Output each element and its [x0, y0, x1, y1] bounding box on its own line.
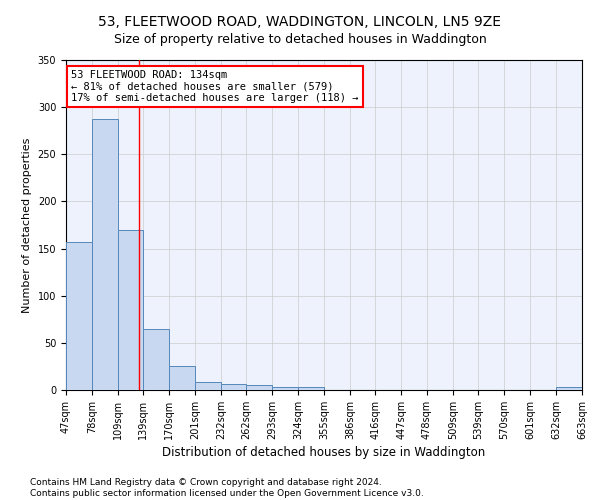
Bar: [118, 230, 143, 390]
Bar: [556, 387, 582, 390]
Bar: [221, 384, 246, 390]
Bar: [169, 366, 195, 390]
Text: 53, FLEETWOOD ROAD, WADDINGTON, LINCOLN, LN5 9ZE: 53, FLEETWOOD ROAD, WADDINGTON, LINCOLN,…: [98, 15, 502, 29]
Text: Size of property relative to detached houses in Waddington: Size of property relative to detached ho…: [113, 32, 487, 46]
Bar: [92, 120, 118, 390]
Text: Contains HM Land Registry data © Crown copyright and database right 2024.
Contai: Contains HM Land Registry data © Crown c…: [30, 478, 424, 498]
Y-axis label: Number of detached properties: Number of detached properties: [22, 138, 32, 312]
Bar: [195, 382, 221, 390]
Bar: [247, 386, 272, 390]
X-axis label: Distribution of detached houses by size in Waddington: Distribution of detached houses by size …: [163, 446, 485, 459]
Bar: [298, 387, 324, 390]
Bar: [143, 328, 169, 390]
Bar: [66, 242, 92, 390]
Text: 53 FLEETWOOD ROAD: 134sqm
← 81% of detached houses are smaller (579)
17% of semi: 53 FLEETWOOD ROAD: 134sqm ← 81% of detac…: [71, 70, 359, 103]
Bar: [272, 387, 298, 390]
